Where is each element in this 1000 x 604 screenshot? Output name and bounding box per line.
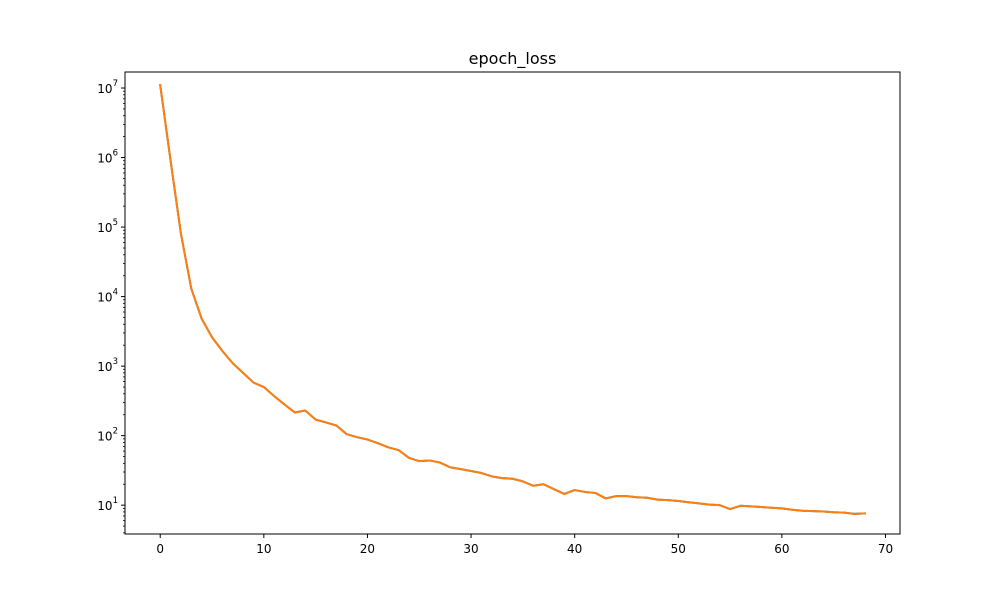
series-layer xyxy=(159,84,866,515)
y-tick-label: 105 xyxy=(97,218,118,235)
x-tick-label: 40 xyxy=(567,542,582,556)
x-tick-label: 70 xyxy=(878,542,893,556)
y-tick-label: 104 xyxy=(97,288,118,305)
x-tick-label: 20 xyxy=(360,542,375,556)
y-tick-label: 103 xyxy=(97,357,118,374)
y-tick-label: 107 xyxy=(97,79,118,96)
axes-layer: 0 10 20 30 40 50 60 70 101 102 103 104 105 106 107 xyxy=(97,71,901,556)
y-tick-label: 102 xyxy=(97,427,118,444)
x-tick-label: 30 xyxy=(463,542,478,556)
x-tick-label: 50 xyxy=(671,542,686,556)
x-tick-label: 0 xyxy=(156,542,164,556)
x-tick-label: 10 xyxy=(256,542,271,556)
chart-title: epoch_loss xyxy=(469,49,557,69)
y-tick-label: 106 xyxy=(97,149,118,166)
series-line-1 xyxy=(159,84,866,515)
y-tick-label: 101 xyxy=(97,496,118,513)
x-tick-label: 60 xyxy=(774,542,789,556)
